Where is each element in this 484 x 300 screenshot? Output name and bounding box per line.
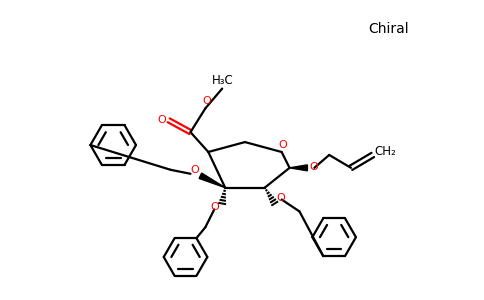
Polygon shape (199, 173, 225, 188)
Text: CH₂: CH₂ (375, 146, 396, 158)
Text: O: O (157, 115, 166, 125)
Text: H₃C: H₃C (212, 74, 234, 87)
Text: O: O (309, 162, 318, 172)
Text: O: O (210, 202, 219, 212)
Text: O: O (278, 140, 287, 150)
Text: O: O (202, 97, 211, 106)
Text: O: O (190, 165, 199, 175)
Polygon shape (289, 165, 307, 171)
Text: O: O (276, 193, 285, 202)
Text: Chiral: Chiral (368, 22, 409, 36)
